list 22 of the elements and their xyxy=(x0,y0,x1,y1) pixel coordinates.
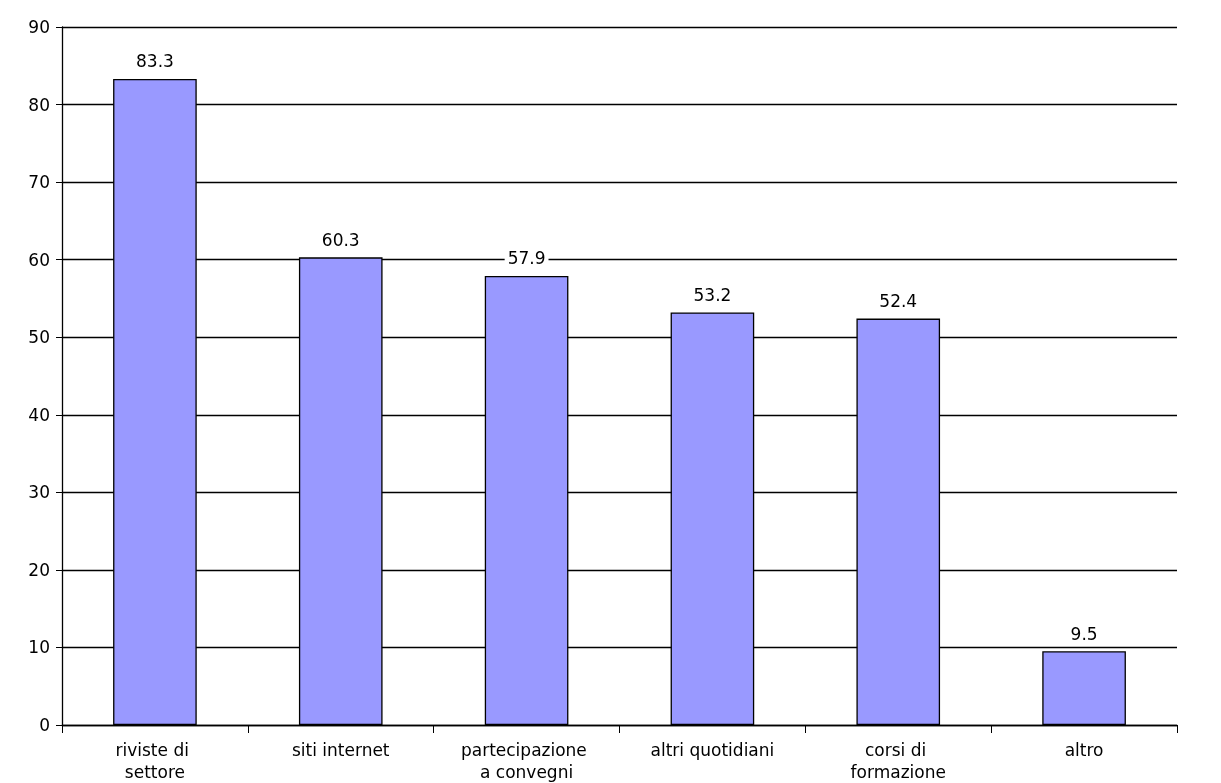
data-label: 57.9 xyxy=(507,248,546,269)
data-label: 53.2 xyxy=(693,284,732,305)
data-label: 9.5 xyxy=(1070,623,1098,644)
data-label: 60.3 xyxy=(321,229,360,250)
y-tick-label: 40 xyxy=(28,404,50,425)
x-tick-label: partecipazione a convegni xyxy=(460,740,593,782)
x-tick-label: altro xyxy=(1064,740,1104,760)
y-tick-label: 90 xyxy=(28,17,50,37)
x-tick-label: riviste di settore xyxy=(115,740,195,782)
y-tick-label: 50 xyxy=(28,327,50,348)
y-tick-label: 80 xyxy=(28,94,50,115)
y-tick-label: 20 xyxy=(28,559,50,580)
data-label: 83.3 xyxy=(135,51,174,72)
data-label: 52.4 xyxy=(879,291,918,312)
x-tick-label: altri quotidiani xyxy=(650,740,775,760)
y-tick-label: 70 xyxy=(28,172,50,193)
y-tick-label: 60 xyxy=(28,249,50,270)
y-tick-label: 30 xyxy=(28,482,50,503)
x-tick-label: corsi di formazione xyxy=(850,740,946,782)
x-tick-label: siti internet xyxy=(291,740,390,760)
y-tick-label: 0 xyxy=(39,715,50,735)
y-tick-label: 10 xyxy=(28,637,50,658)
